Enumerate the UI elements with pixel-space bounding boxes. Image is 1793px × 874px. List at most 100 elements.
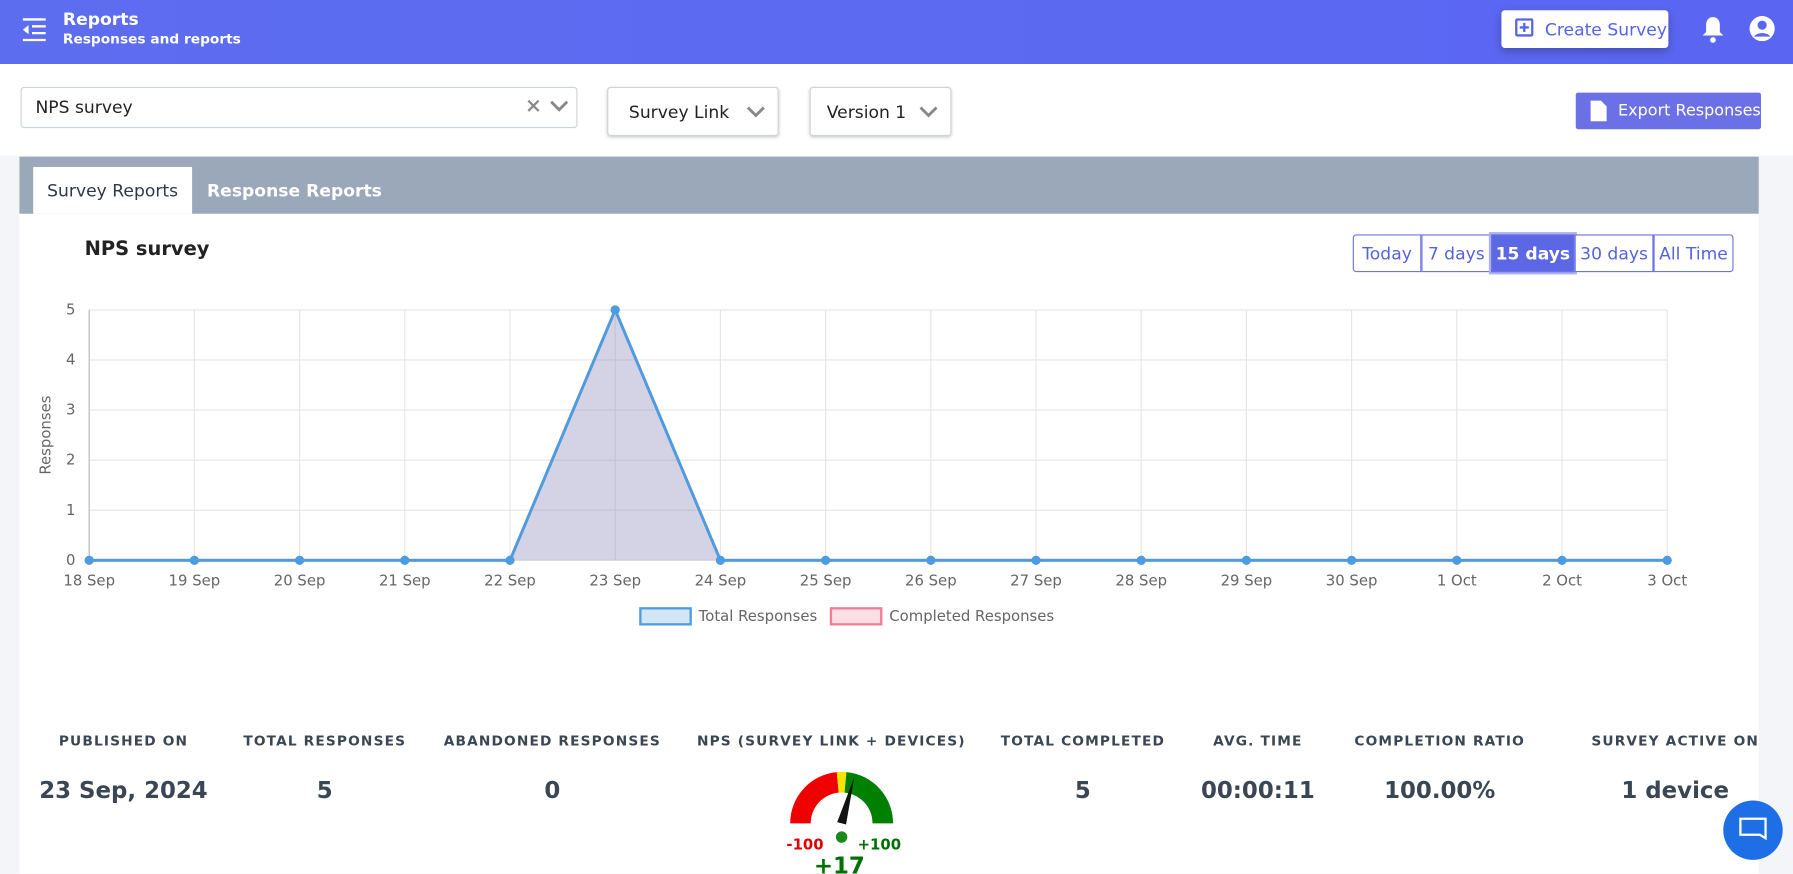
point [610,305,620,315]
stat-value: 5 [316,776,333,804]
stat-value: 100.00% [1384,776,1496,804]
x-tick-label: 3 Oct [1647,571,1687,589]
version-select-text: Version 1 [826,101,907,122]
x-tick-label: 20 Sep [274,571,326,589]
stat-value: 23 Sep, 2024 [39,776,208,804]
gauge-band [790,772,839,824]
stat-value: 00:00:11 [1200,776,1315,804]
menu-icon[interactable] [21,16,48,43]
series-line [89,306,1668,562]
file-icon [1590,100,1607,122]
bell-icon[interactable] [1699,15,1726,45]
y-tick-label: 0 [66,551,75,569]
header [0,0,1793,65]
x-tick-label: 2 Oct [1542,571,1582,589]
plot: 0 1 2 3 4 5 18 Sep 19 Sep 20 Sep 21 Sep 22 Sep 23 S… [36,300,1687,626]
point [821,555,831,565]
tab[interactable]: Response Reports [207,167,382,214]
stat-value: 1 device [1621,776,1730,804]
version-select[interactable]: Version 1 [809,86,952,137]
header-title: Reports [62,9,139,30]
range-button[interactable]: 30 days [1574,234,1654,273]
range-button[interactable]: Today [1352,234,1422,273]
tab-active[interactable]: Survey Reports [33,166,193,214]
point [400,555,410,565]
legend-swatch [639,607,692,626]
stat-value: 5 [1074,776,1091,804]
point [1452,555,1462,565]
gauge-max: +100 [858,836,901,854]
legend-label: Completed Responses [889,607,1054,625]
chat-button[interactable] [1723,800,1783,860]
series-area [89,309,1668,561]
point [1557,555,1567,565]
y-axis-label: Responses [36,395,54,474]
x-tick-label: 21 Sep [379,571,431,589]
legend-label: Total Responses [698,607,818,625]
point [715,555,725,565]
tab-bar [19,156,1759,214]
point [295,555,305,565]
legend-swatch [829,607,883,626]
y-tick-label: 1 [66,501,75,519]
x-tick-label: 28 Sep [1115,571,1167,589]
range-button[interactable]: 7 days [1421,234,1492,273]
point [189,555,199,565]
x-tick-label: 23 Sep [589,571,641,589]
series-line [89,306,1668,562]
y-tick-label: 3 [66,401,75,419]
point [1136,555,1146,565]
point [1241,555,1251,565]
nps-value: +17 [814,854,865,874]
gauge-band [836,771,847,793]
source-select-text: Survey Link [628,101,730,122]
user-icon[interactable] [1748,15,1775,42]
stat-label: TOTAL COMPLETED [1000,732,1166,749]
x-tick-label: 19 Sep [169,571,221,589]
select-controls[interactable] [524,96,572,117]
range-button[interactable]: 15 days [1491,234,1575,273]
x-tick-label: 22 Sep [484,571,536,589]
tab-text: Survey Reports [47,180,179,201]
stat-label: AVG. TIME [1213,732,1303,749]
stat-label: NPS (SURVEY LINK + DEVICES) [696,732,966,749]
create-survey-button[interactable]: Create Survey [1501,10,1669,49]
x-tick-label: 24 Sep [695,571,747,589]
stat-label: PUBLISHED ON [58,732,189,749]
report-card [19,213,1759,874]
header-subtitle: Responses and reports [62,30,241,47]
stat-label: COMPLETION RATIO [1354,732,1525,749]
x-tick-label: 26 Sep [905,571,957,589]
y-tick-label: 5 [66,300,75,318]
stat-label: SURVEY ACTIVE ON [1591,732,1760,749]
x-tick-label: 25 Sep [800,571,852,589]
chart-title: NPS survey [84,237,210,261]
point [926,555,936,565]
stat-label: TOTAL RESPONSES [243,732,407,749]
survey-select[interactable]: NPS survey [20,86,578,129]
series-area [89,309,1668,561]
source-select[interactable]: Survey Link [607,86,779,137]
stat-value: 0 [544,776,561,804]
export-button-text: Export Responses [1618,101,1761,121]
point [1347,555,1357,565]
y-tick-label: 2 [66,451,75,469]
gauge-min: -100 [786,836,823,854]
survey-select-text: NPS survey [35,97,133,118]
gauge-band [844,772,894,824]
x-tick-label: 30 Sep [1326,571,1378,589]
stat-label: ABANDONED RESPONSES [443,732,661,749]
point [1662,555,1672,565]
x-tick-label: 18 Sep [63,571,115,589]
x-tick-label: 1 Oct [1437,571,1477,589]
x-tick-label: 27 Sep [1010,571,1062,589]
point [84,555,94,565]
point [1031,555,1041,565]
range-button[interactable]: All Time [1653,234,1734,273]
x-tick-label: 29 Sep [1221,571,1273,589]
gauge-needle [837,776,855,825]
gauge-hub [835,831,848,843]
